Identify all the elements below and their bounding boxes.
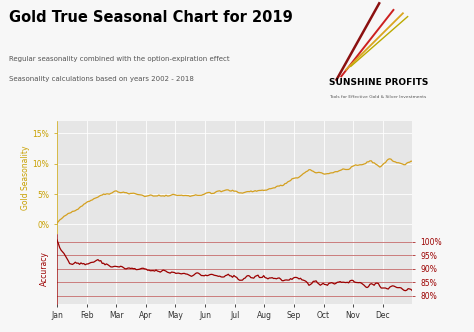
Text: SUNSHINE PROFITS: SUNSHINE PROFITS: [329, 78, 429, 87]
Text: Seasonality calculations based on years 2002 - 2018: Seasonality calculations based on years …: [9, 76, 194, 82]
Text: Gold True Seasonal Chart for 2019: Gold True Seasonal Chart for 2019: [9, 10, 293, 25]
Y-axis label: Accuracy: Accuracy: [40, 251, 49, 286]
Text: Tools for Effective Gold & Silver Investments: Tools for Effective Gold & Silver Invest…: [329, 95, 427, 99]
Y-axis label: Gold Seasonality: Gold Seasonality: [21, 145, 30, 209]
Text: Regular seasonality combined with the option-expiration effect: Regular seasonality combined with the op…: [9, 56, 230, 62]
